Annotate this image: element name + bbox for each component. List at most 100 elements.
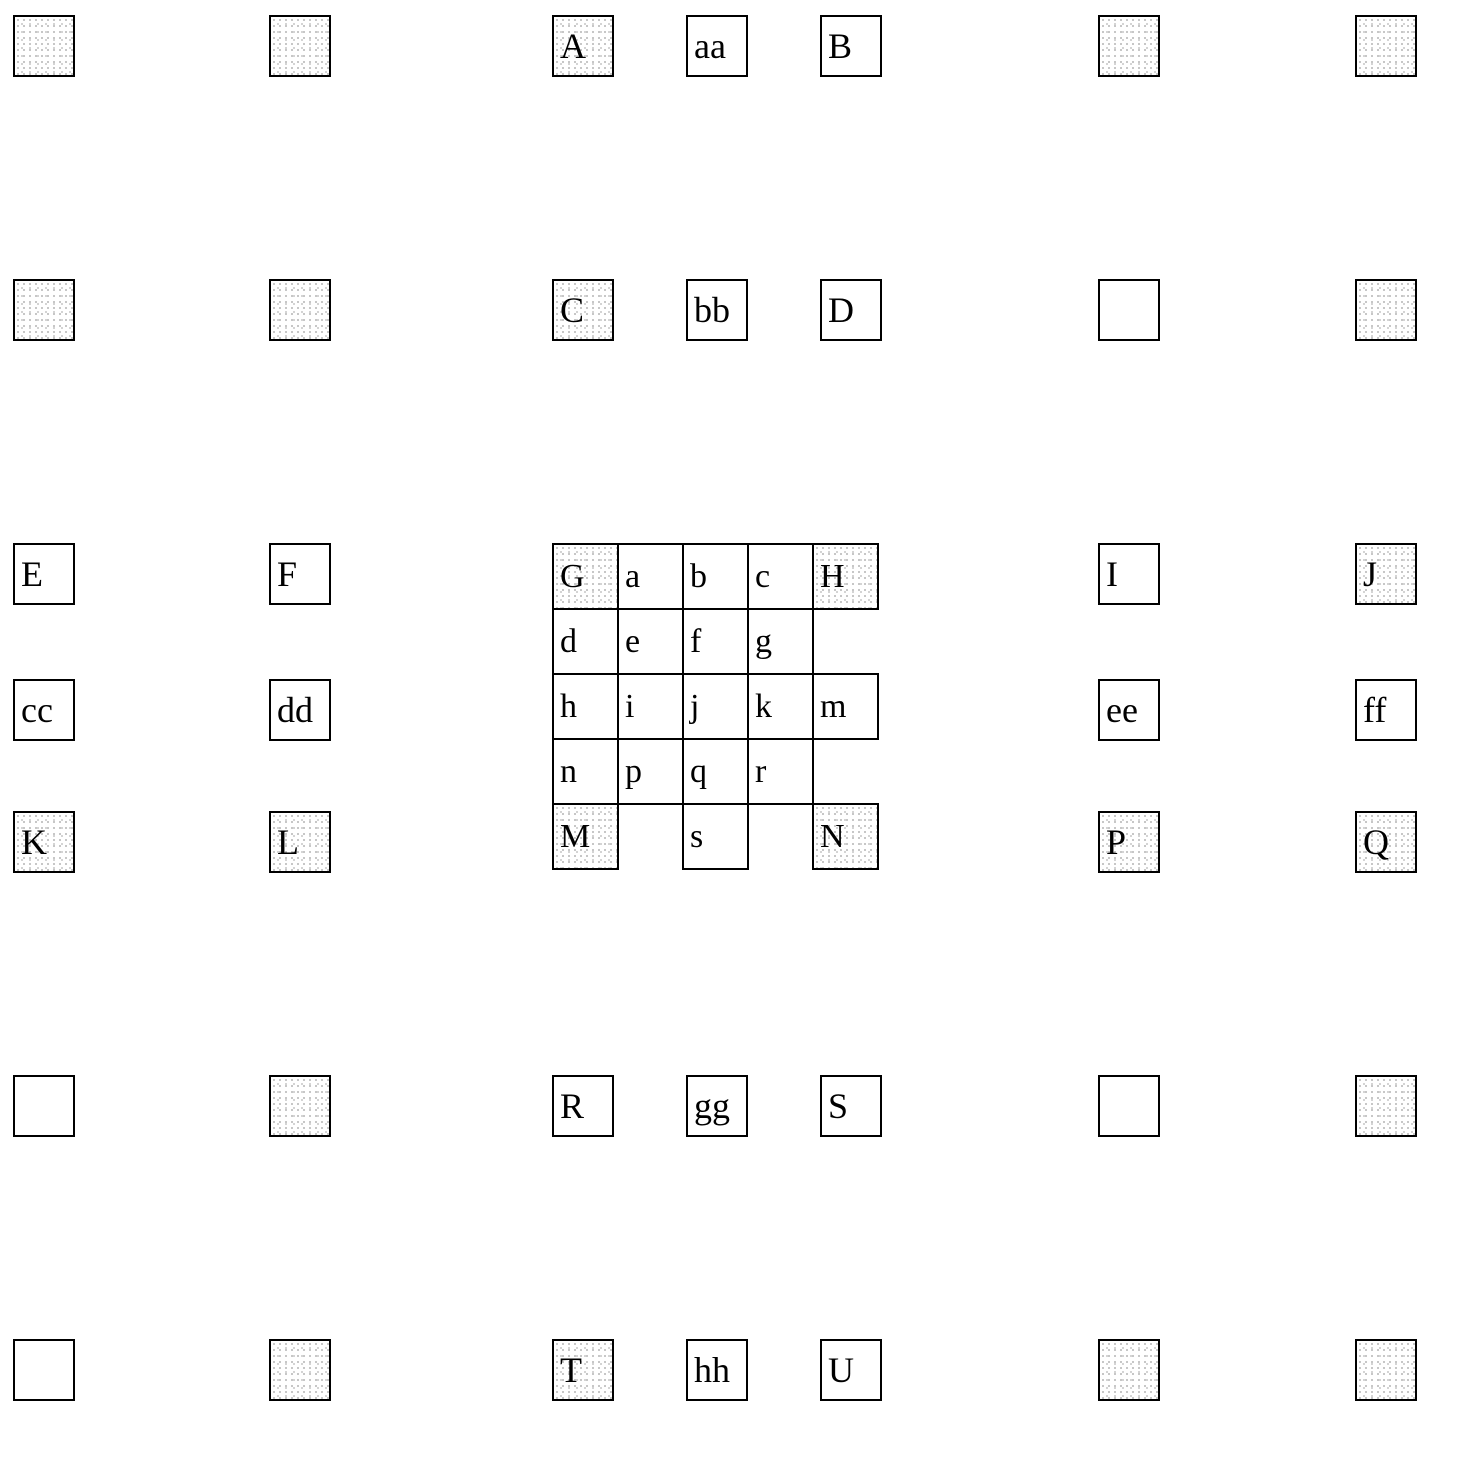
outer-cell-r0-c3-label: aa — [694, 28, 726, 64]
grid-cell-r2-c3-label: k — [755, 688, 772, 726]
outer-cell-r0-c3: aa — [686, 15, 748, 77]
sub-cell-2: ee — [1098, 679, 1160, 741]
outer-cell-r6-c4-label: U — [828, 1352, 854, 1388]
grid-cell-r0-c2-label: b — [690, 558, 707, 596]
outer-cell-r4-c1-label: L — [277, 824, 299, 860]
grid-cell-r0-c1: a — [617, 543, 684, 610]
outer-cell-r5-c4: S — [820, 1075, 882, 1137]
grid-cell-r3-c1-label: p — [625, 753, 642, 791]
outer-cell-r2-c6-label: J — [1363, 556, 1377, 592]
outer-cell-r2-c5-label: I — [1106, 556, 1118, 592]
outer-cell-r2-c1-label: F — [277, 556, 297, 592]
grid-cell-r0-c1-label: a — [625, 558, 640, 596]
grid-cell-r0-c3-label: c — [755, 558, 770, 596]
outer-cell-r5-c3: gg — [686, 1075, 748, 1137]
grid-cell-r0-c0-label: G — [560, 558, 585, 596]
outer-cell-r5-c2-label: R — [560, 1088, 584, 1124]
grid-cell-r2-c0-label: h — [560, 688, 577, 726]
outer-cell-r0-c2-label: A — [560, 28, 586, 64]
outer-cell-r4-c0-label: K — [21, 824, 47, 860]
grid-cell-r0-c3: c — [747, 543, 814, 610]
outer-cell-r0-c5 — [1098, 15, 1160, 77]
outer-cell-r2-c0: E — [13, 543, 75, 605]
outer-cell-r6-c2-label: T — [560, 1352, 582, 1388]
outer-cell-r5-c4-label: S — [828, 1088, 848, 1124]
outer-cell-r5-c5 — [1098, 1075, 1160, 1137]
grid-cell-r0-c4: H — [812, 543, 879, 610]
outer-cell-r6-c6 — [1355, 1339, 1417, 1401]
outer-cell-r1-c4-label: D — [828, 292, 854, 328]
grid-cell-r2-c0: h — [552, 673, 619, 740]
grid-cell-r3-c0: n — [552, 738, 619, 805]
outer-cell-r6-c2: T — [552, 1339, 614, 1401]
grid-cell-r4-c2-label: s — [690, 818, 703, 856]
outer-cell-r1-c4: D — [820, 279, 882, 341]
grid-cell-r2-c1-label: i — [625, 688, 634, 726]
grid-cell-r1-c0-label: d — [560, 623, 577, 661]
grid-cell-r2-c3: k — [747, 673, 814, 740]
grid-cell-r1-c4 — [812, 608, 879, 675]
grid-cell-r2-c4-label: m — [820, 688, 846, 726]
grid-cell-r1-c3-label: g — [755, 623, 772, 661]
outer-cell-r5-c3-label: gg — [694, 1088, 730, 1124]
grid-cell-r3-c1: p — [617, 738, 684, 805]
grid-cell-r4-c2: s — [682, 803, 749, 870]
grid-cell-r1-c1: e — [617, 608, 684, 675]
outer-cell-r6-c5 — [1098, 1339, 1160, 1401]
sub-cell-0: cc — [13, 679, 75, 741]
outer-cell-r1-c2: C — [552, 279, 614, 341]
outer-cell-r6-c1 — [269, 1339, 331, 1401]
grid-cell-r4-c0: M — [552, 803, 619, 870]
sub-cell-0-label: cc — [21, 692, 53, 728]
grid-cell-r3-c3-label: r — [755, 753, 766, 791]
grid-cell-r2-c4: m — [812, 673, 879, 740]
sub-cell-1: dd — [269, 679, 331, 741]
outer-cell-r0-c4-label: B — [828, 28, 852, 64]
outer-cell-r2-c6: J — [1355, 543, 1417, 605]
outer-cell-r1-c0 — [13, 279, 75, 341]
grid-cell-r1-c2-label: f — [690, 623, 701, 661]
grid-cell-r3-c0-label: n — [560, 753, 577, 791]
sub-cell-2-label: ee — [1106, 692, 1138, 728]
outer-cell-r1-c3: bb — [686, 279, 748, 341]
grid-cell-r1-c2: f — [682, 608, 749, 675]
grid-cell-r4-c3 — [747, 803, 814, 870]
outer-cell-r4-c6-label: Q — [1363, 824, 1389, 860]
outer-cell-r5-c0 — [13, 1075, 75, 1137]
outer-cell-r4-c5: P — [1098, 811, 1160, 873]
diagram-stage: Aaa B Cbb D E F I J K L P Q Rgg S Thh Ucc dd ee ff Ga b c Hd e f… — [0, 0, 1471, 1457]
outer-cell-r2-c1: F — [269, 543, 331, 605]
outer-cell-r0-c6 — [1355, 15, 1417, 77]
grid-cell-r4-c4: N — [812, 803, 879, 870]
grid-cell-r2-c2: j — [682, 673, 749, 740]
grid-cell-r4-c4-label: N — [820, 818, 845, 856]
outer-cell-r4-c0: K — [13, 811, 75, 873]
outer-cell-r6-c0 — [13, 1339, 75, 1401]
outer-cell-r1-c2-label: C — [560, 292, 584, 328]
grid-cell-r4-c1 — [617, 803, 684, 870]
outer-cell-r1-c3-label: bb — [694, 292, 730, 328]
grid-cell-r3-c2: q — [682, 738, 749, 805]
grid-cell-r0-c4-label: H — [820, 558, 845, 596]
outer-cell-r4-c5-label: P — [1106, 824, 1126, 860]
grid-cell-r2-c2-label: j — [690, 688, 699, 726]
sub-cell-3: ff — [1355, 679, 1417, 741]
outer-cell-r1-c5 — [1098, 279, 1160, 341]
outer-cell-r1-c1 — [269, 279, 331, 341]
grid-cell-r3-c4 — [812, 738, 879, 805]
grid-cell-r2-c1: i — [617, 673, 684, 740]
outer-cell-r6-c3: hh — [686, 1339, 748, 1401]
outer-cell-r1-c6 — [1355, 279, 1417, 341]
outer-cell-r0-c4: B — [820, 15, 882, 77]
outer-cell-r6-c3-label: hh — [694, 1352, 730, 1388]
sub-cell-1-label: dd — [277, 692, 313, 728]
outer-cell-r0-c0 — [13, 15, 75, 77]
grid-cell-r1-c0: d — [552, 608, 619, 675]
outer-cell-r5-c1 — [269, 1075, 331, 1137]
outer-cell-r4-c6: Q — [1355, 811, 1417, 873]
grid-cell-r1-c1-label: e — [625, 623, 640, 661]
grid-cell-r3-c2-label: q — [690, 753, 707, 791]
outer-cell-r0-c1 — [269, 15, 331, 77]
outer-cell-r4-c1: L — [269, 811, 331, 873]
outer-cell-r0-c2: A — [552, 15, 614, 77]
